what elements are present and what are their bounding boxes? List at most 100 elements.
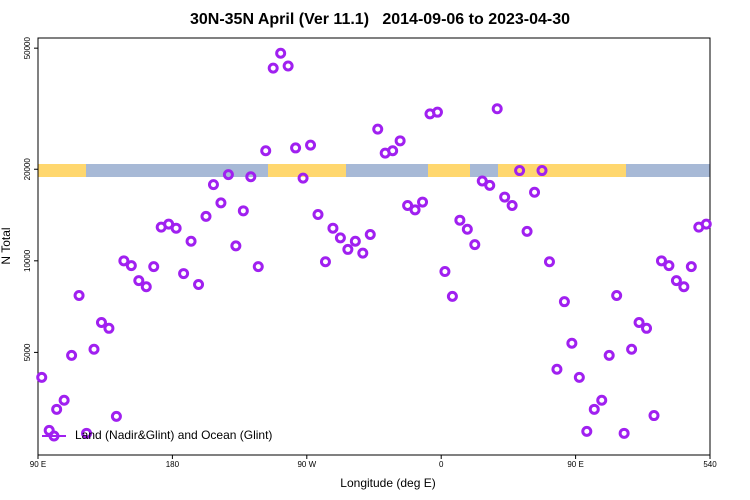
data-point [118,255,130,267]
data-point [110,410,122,422]
data-point [431,106,443,118]
data-point [312,208,324,220]
y-axis-label: N Total [0,227,13,264]
data-point [678,281,690,293]
data-point [297,172,309,184]
data-point [66,349,78,361]
data-point [140,281,152,293]
data-point [454,214,466,226]
data-point [51,403,63,415]
data-point [469,239,481,251]
y-tick-label: 5000 [23,343,32,361]
data-point [439,266,451,278]
data-point [461,223,473,235]
data-point [319,256,331,268]
data-point [409,204,421,216]
data-point [670,275,682,287]
data-point [387,145,399,157]
data-point [103,322,115,334]
y-tick-label: 20000 [23,158,32,181]
data-point [185,235,197,247]
data-point [207,179,219,191]
data-point [521,225,533,237]
data-point [81,427,93,439]
data-point [230,240,242,252]
data-point [603,349,615,361]
data-point [484,179,496,191]
data-point [282,60,294,72]
y-tick-label: 50000 [23,36,32,59]
data-point [685,261,697,273]
x-tick-label: 540 [703,460,717,469]
data-point [588,403,600,415]
data-point [222,169,234,181]
data-point [148,261,160,273]
data-point [267,62,279,74]
data-point [573,371,585,383]
data-point [402,199,414,211]
data-point [581,425,593,437]
data-point [290,142,302,154]
data-point [551,363,563,375]
data-point [529,186,541,198]
y-tick-label: 10000 [23,249,32,272]
data-point [215,197,227,209]
data-point [357,247,369,259]
data-point [596,394,608,406]
data-point [252,261,264,273]
data-point [491,103,503,115]
data-point [514,165,526,177]
data-point [611,290,623,302]
data-point [394,135,406,147]
data-point [305,139,317,151]
x-tick-label: 90 E [567,460,583,469]
legend-marker [48,430,60,442]
data-point [237,205,249,217]
data-point [364,229,376,241]
data-point [193,278,205,290]
data-point [342,243,354,255]
data-point [506,199,518,211]
data-point [536,165,548,177]
data-point [200,210,212,222]
data-point [618,427,630,439]
data-point [372,123,384,135]
data-point [641,322,653,334]
data-point [499,191,511,203]
data-point [170,222,182,234]
x-tick-label: 180 [166,460,180,469]
data-point [655,255,667,267]
data-point [417,196,429,208]
data-point [543,256,555,268]
data-point [260,145,272,157]
data-point [245,171,257,183]
data-point [558,296,570,308]
data-point [626,343,638,355]
data-point [334,232,346,244]
data-point [446,290,458,302]
data-point [36,371,48,383]
data-point [663,260,675,272]
data-point [633,316,645,328]
data-point [88,343,100,355]
data-point [125,260,137,272]
data-point [73,290,85,302]
data-point [566,337,578,349]
data-point [476,175,488,187]
data-point [275,47,287,59]
x-axis-label: Longitude (deg E) [340,476,435,490]
land-ocean-strip [38,164,710,177]
data-point [133,275,145,287]
data-point [648,410,660,422]
data-point [95,316,107,328]
data-point [327,222,339,234]
chart-title: 30N-35N April (Ver 11.1) 2014-09-06 to 2… [190,11,570,28]
data-point [178,268,190,280]
x-tick-label: 90 E [30,460,46,469]
data-point [700,218,712,230]
data-point [349,235,361,247]
data-point [58,394,70,406]
plot-frame [37,37,711,456]
x-tick-label: 0 [439,460,444,469]
